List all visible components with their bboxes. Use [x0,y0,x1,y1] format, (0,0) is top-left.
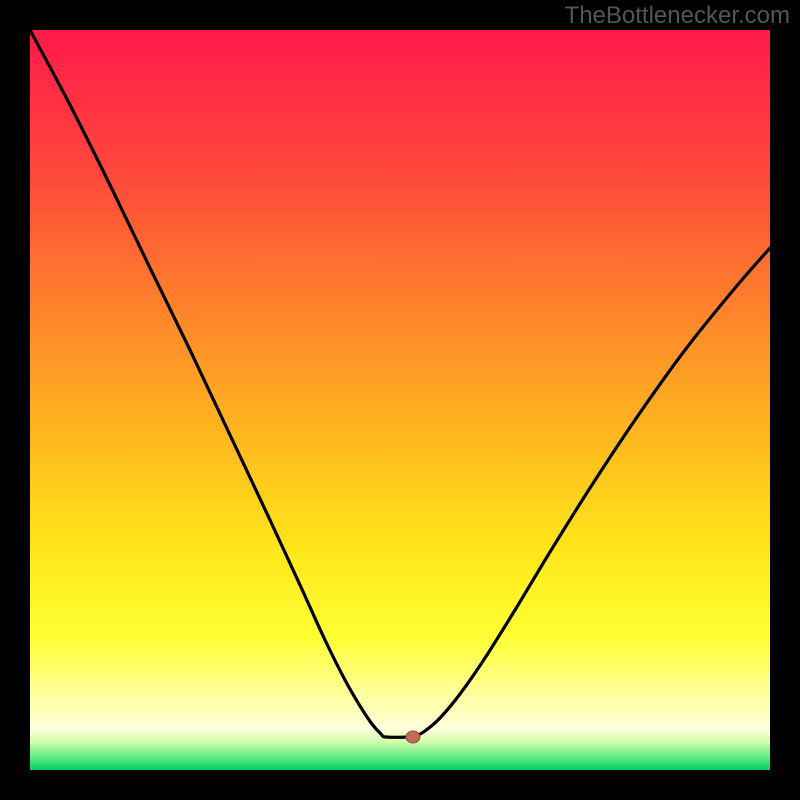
chart-frame [30,30,770,770]
minimum-marker [406,731,420,743]
watermark-text: TheBottlenecker.com [565,2,790,30]
bottleneck-curve [30,30,770,770]
